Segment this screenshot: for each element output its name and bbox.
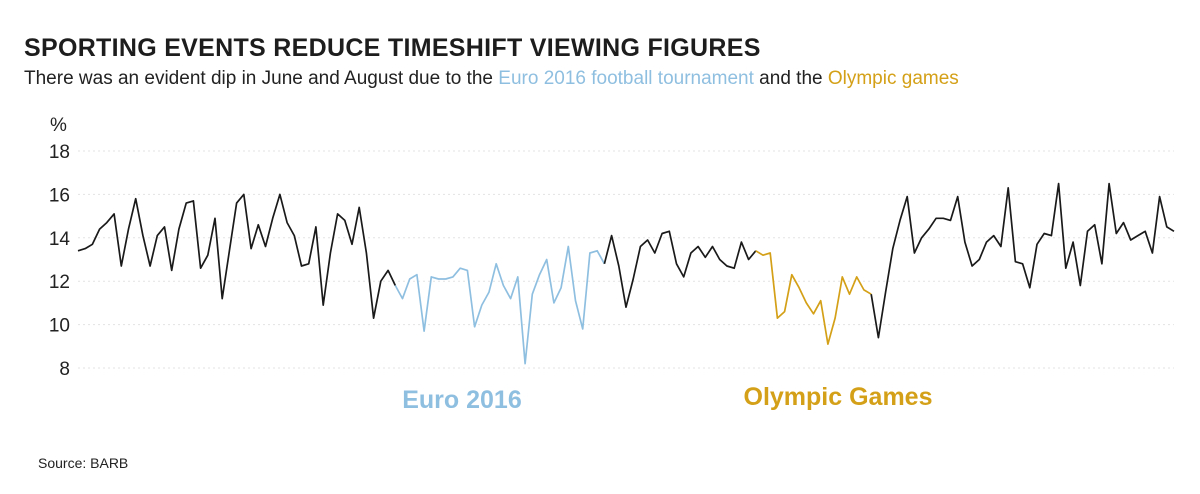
series-line-olympic-games bbox=[755, 250, 872, 345]
subtitle-olympic-highlight: Olympic games bbox=[827, 68, 959, 89]
series-lines bbox=[77, 182, 1175, 365]
y-tick-label-10: 10 bbox=[49, 316, 70, 337]
subtitle-euro-highlight: Euro 2016 football tournament bbox=[498, 68, 754, 89]
y-axis-unit-label: % bbox=[50, 115, 67, 136]
series-line-after-olympics bbox=[870, 182, 1175, 339]
period-annotations: Euro 2016 Olympic Games bbox=[402, 383, 932, 414]
chart-title: SPORTING EVENTS REDUCE TIMESHIFT VIEWING… bbox=[24, 34, 761, 62]
chart-subtitle: There was an evident dip in June and Aug… bbox=[24, 68, 959, 90]
series-line-between bbox=[603, 230, 757, 309]
annotation-olympic-games: Olympic Games bbox=[744, 383, 933, 411]
y-tick-label-14: 14 bbox=[49, 229, 71, 250]
source-note: Source: BARB bbox=[38, 455, 129, 471]
y-tick-label-12: 12 bbox=[49, 272, 70, 293]
y-tick-label-8: 8 bbox=[59, 359, 70, 380]
subtitle-text-2: and the bbox=[753, 68, 828, 89]
series-line-euro-2016 bbox=[394, 245, 606, 365]
series-line-before-euro bbox=[77, 193, 397, 319]
y-tick-label-16: 16 bbox=[49, 185, 70, 206]
subtitle-text-1: There was an evident dip in June and Aug… bbox=[24, 68, 499, 89]
gridlines bbox=[78, 150, 1174, 369]
y-axis: % 8 10 12 14 16 18 bbox=[49, 115, 71, 380]
y-tick-label-18: 18 bbox=[49, 142, 70, 163]
annotation-euro-2016: Euro 2016 bbox=[402, 386, 522, 414]
